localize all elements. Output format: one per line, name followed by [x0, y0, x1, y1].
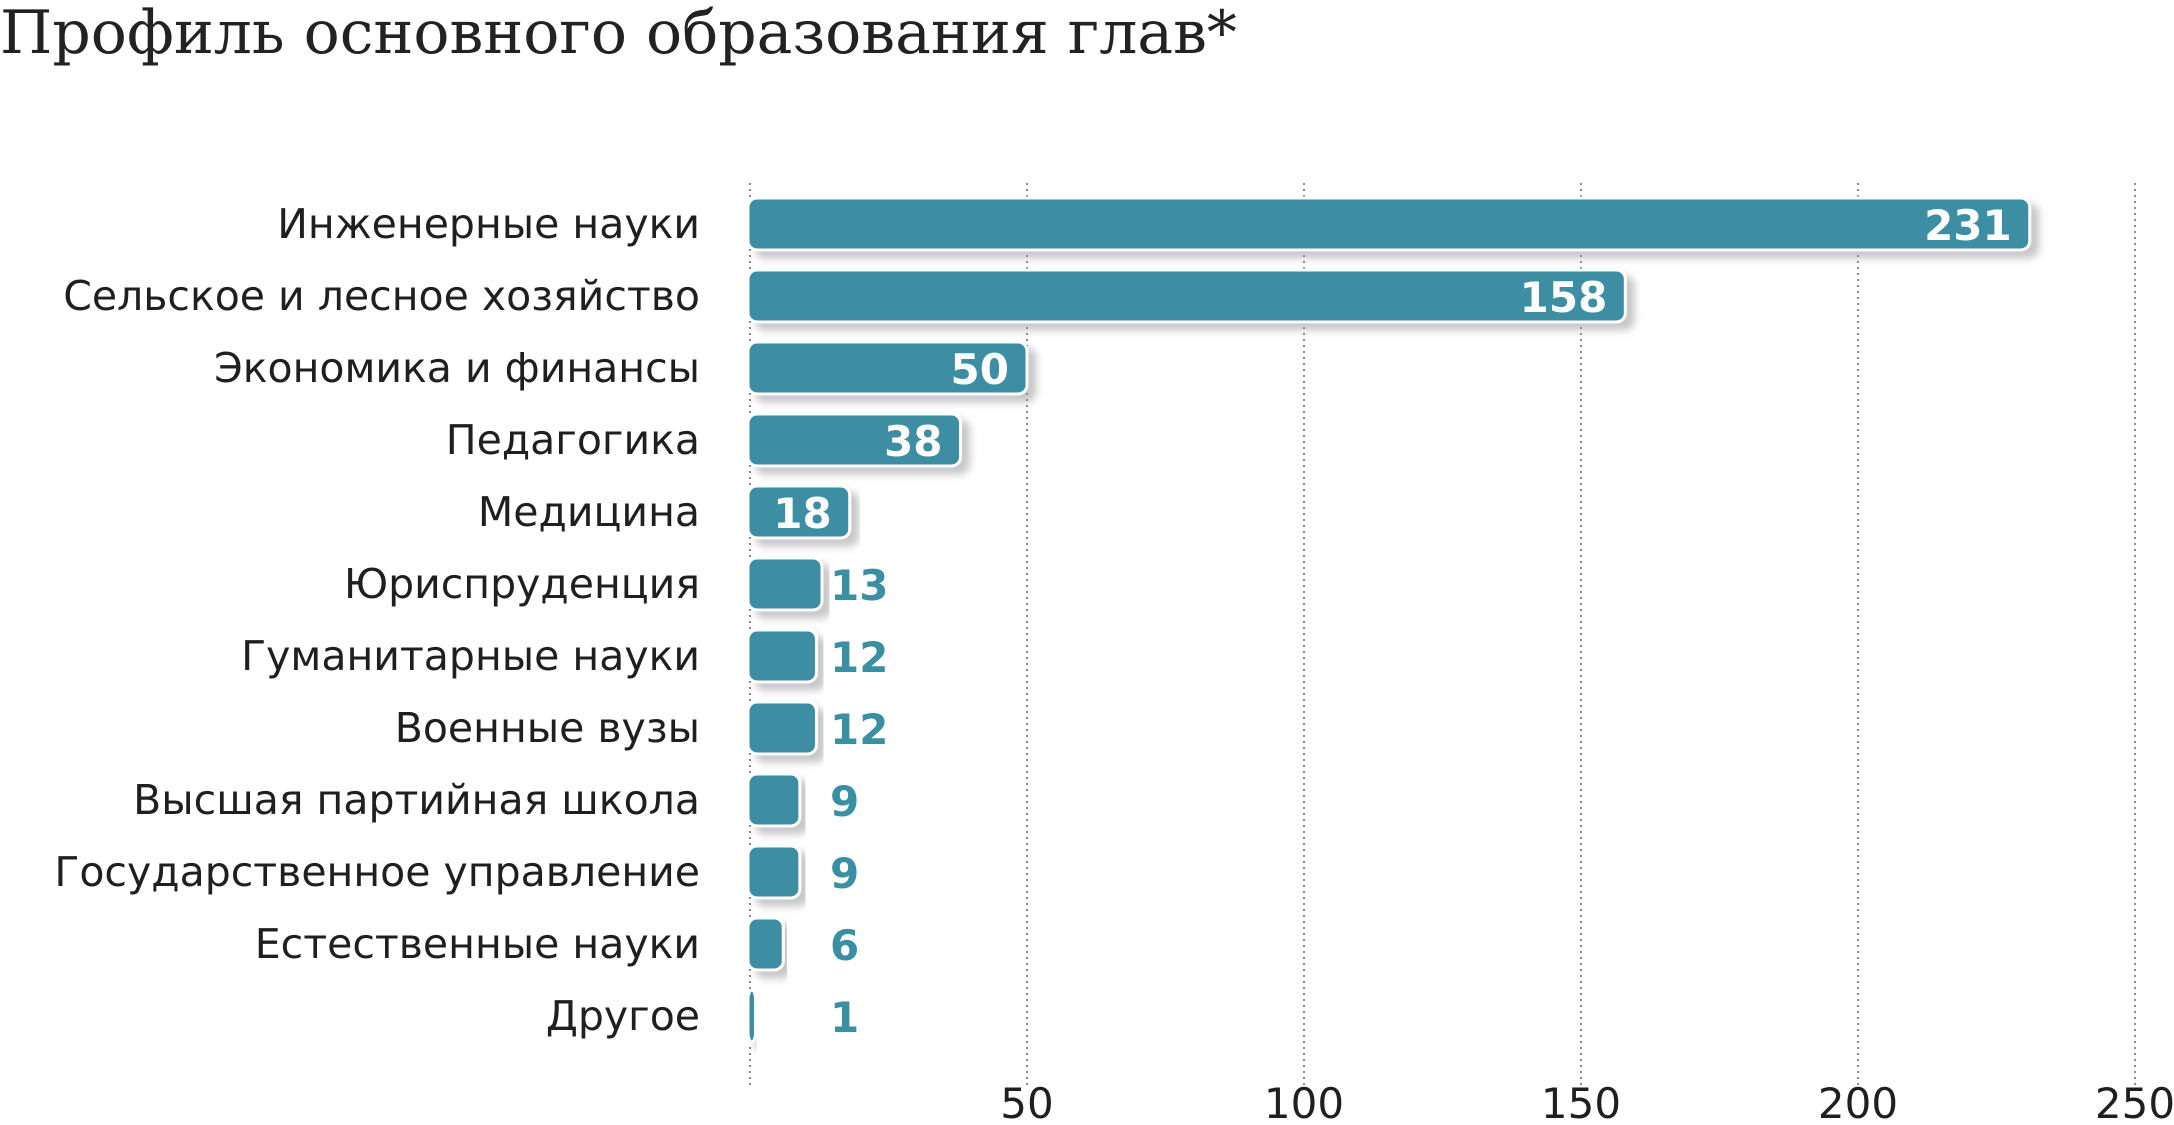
value-label: 9	[830, 777, 859, 826]
bar	[746, 772, 802, 828]
category-label: Высшая партийная школа	[133, 776, 700, 824]
bar	[746, 196, 2032, 252]
value-label: 158	[1520, 273, 1608, 322]
value-label: 231	[1924, 201, 2012, 250]
x-tick-label: 50	[1000, 1079, 1053, 1125]
chart-title: Профиль основного образования глав*	[0, 0, 1237, 68]
bar	[746, 988, 758, 1044]
category-label: Инженерные науки	[277, 200, 700, 248]
bar	[746, 556, 824, 612]
value-label: 13	[830, 561, 888, 610]
value-label: 12	[830, 633, 888, 682]
x-tick-label: 100	[1264, 1079, 1344, 1125]
category-label: Гуманитарные науки	[241, 632, 700, 680]
category-label: Сельское и лесное хозяйство	[63, 272, 700, 320]
value-label: 6	[830, 921, 859, 970]
bars	[746, 196, 2032, 1044]
value-label: 9	[830, 849, 859, 898]
bar	[746, 340, 1029, 396]
x-axis-tick-labels: 50 100 150 200 250	[1000, 1079, 2174, 1125]
value-label: 50	[951, 345, 1009, 394]
x-tick-label: 150	[1541, 1079, 1621, 1125]
category-label: Естественные науки	[255, 920, 700, 968]
value-label: 38	[884, 417, 942, 466]
gridlines	[749, 183, 2136, 1085]
category-label: Государственное управление	[54, 848, 700, 896]
category-label: Юриспруденция	[344, 560, 700, 608]
category-label: Другое	[546, 992, 700, 1040]
x-tick-label: 250	[2095, 1079, 2174, 1125]
bar	[746, 412, 963, 468]
bar	[746, 844, 802, 900]
value-label: 18	[773, 489, 831, 538]
category-labels: Инженерные науки Сельское и лесное хозяйс…	[54, 200, 700, 1040]
bar	[746, 700, 818, 756]
bar	[746, 628, 818, 684]
value-label: 1	[830, 993, 859, 1042]
bar	[746, 916, 785, 972]
x-tick-label: 200	[1818, 1079, 1898, 1125]
bar	[746, 268, 1627, 324]
value-label: 12	[830, 705, 888, 754]
category-label: Педагогика	[446, 416, 700, 464]
category-label: Медицина	[478, 488, 700, 536]
category-label: Экономика и финансы	[214, 344, 700, 392]
bar	[746, 484, 852, 540]
category-label: Военные вузы	[395, 704, 700, 752]
